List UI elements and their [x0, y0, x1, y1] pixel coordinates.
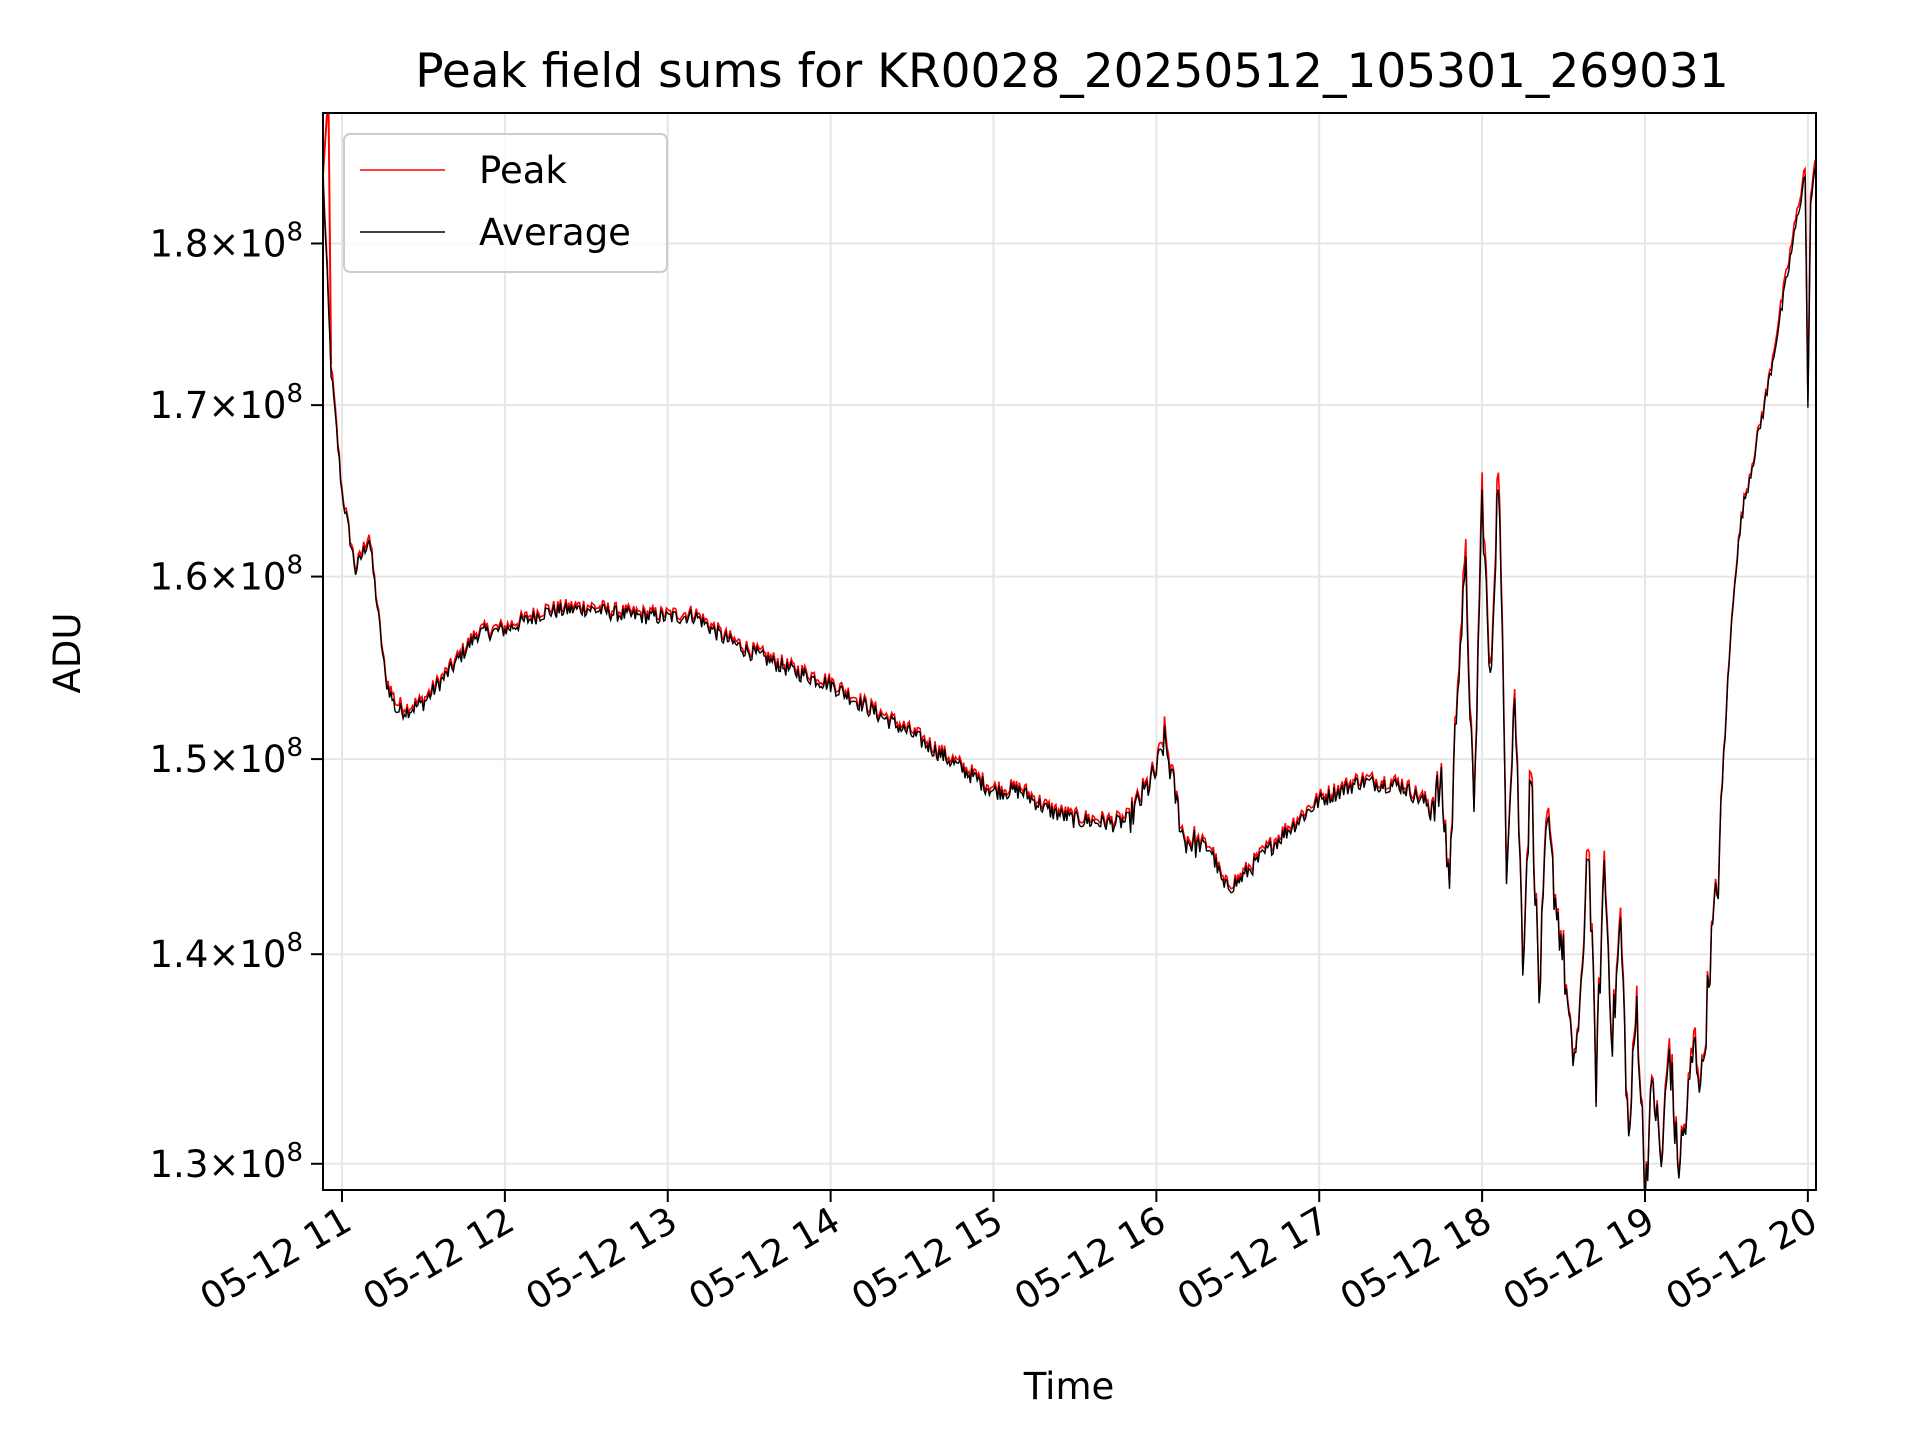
x-tick-label: 05-12 19: [1496, 1199, 1662, 1319]
x-axis-label: Time: [1023, 1365, 1115, 1408]
x-tick-label: 05-12 11: [193, 1199, 359, 1319]
legend-label-average: Average: [479, 211, 631, 254]
y-tick-label: 1.8×108: [150, 217, 303, 265]
series-line-average: [323, 165, 1816, 1190]
x-tick-label: 05-12 17: [1170, 1199, 1336, 1319]
y-tick-label: 1.3×108: [150, 1138, 303, 1186]
plot-frame: [322, 112, 1817, 1191]
series-layer: [323, 113, 1816, 1190]
y-tick-label: 1.5×108: [150, 733, 303, 781]
y-axis-label: ADU: [46, 613, 89, 694]
chart-title: Peak field sums for KR0028_20250512_1053…: [415, 44, 1729, 99]
plot-area: [323, 113, 1816, 1190]
x-tick-label: 05-12 12: [356, 1199, 522, 1319]
grid: [323, 113, 1816, 1190]
x-tick-label: 05-12 13: [519, 1199, 685, 1319]
x-tick-label: 05-12 16: [1007, 1199, 1173, 1319]
legend: Peak Average: [343, 133, 668, 273]
legend-box: [343, 133, 668, 273]
series-spike-peak: [323, 113, 333, 364]
y-tick-label: 1.4×108: [150, 928, 303, 976]
y-tick-label: 1.7×108: [150, 379, 303, 427]
x-tick-label: 05-12 14: [682, 1199, 848, 1319]
x-tick-label: 05-12 20: [1659, 1199, 1825, 1319]
legend-label-peak: Peak: [479, 149, 567, 192]
x-tick-label: 05-12 18: [1333, 1199, 1499, 1319]
y-axis-ticks: 1.3×108 1.4×108 1.5×108 1.6×108 1.7×108 1.8×1…: [150, 217, 323, 1186]
x-tick-label: 05-12 15: [844, 1199, 1010, 1319]
y-tick-label: 1.6×108: [150, 551, 303, 599]
